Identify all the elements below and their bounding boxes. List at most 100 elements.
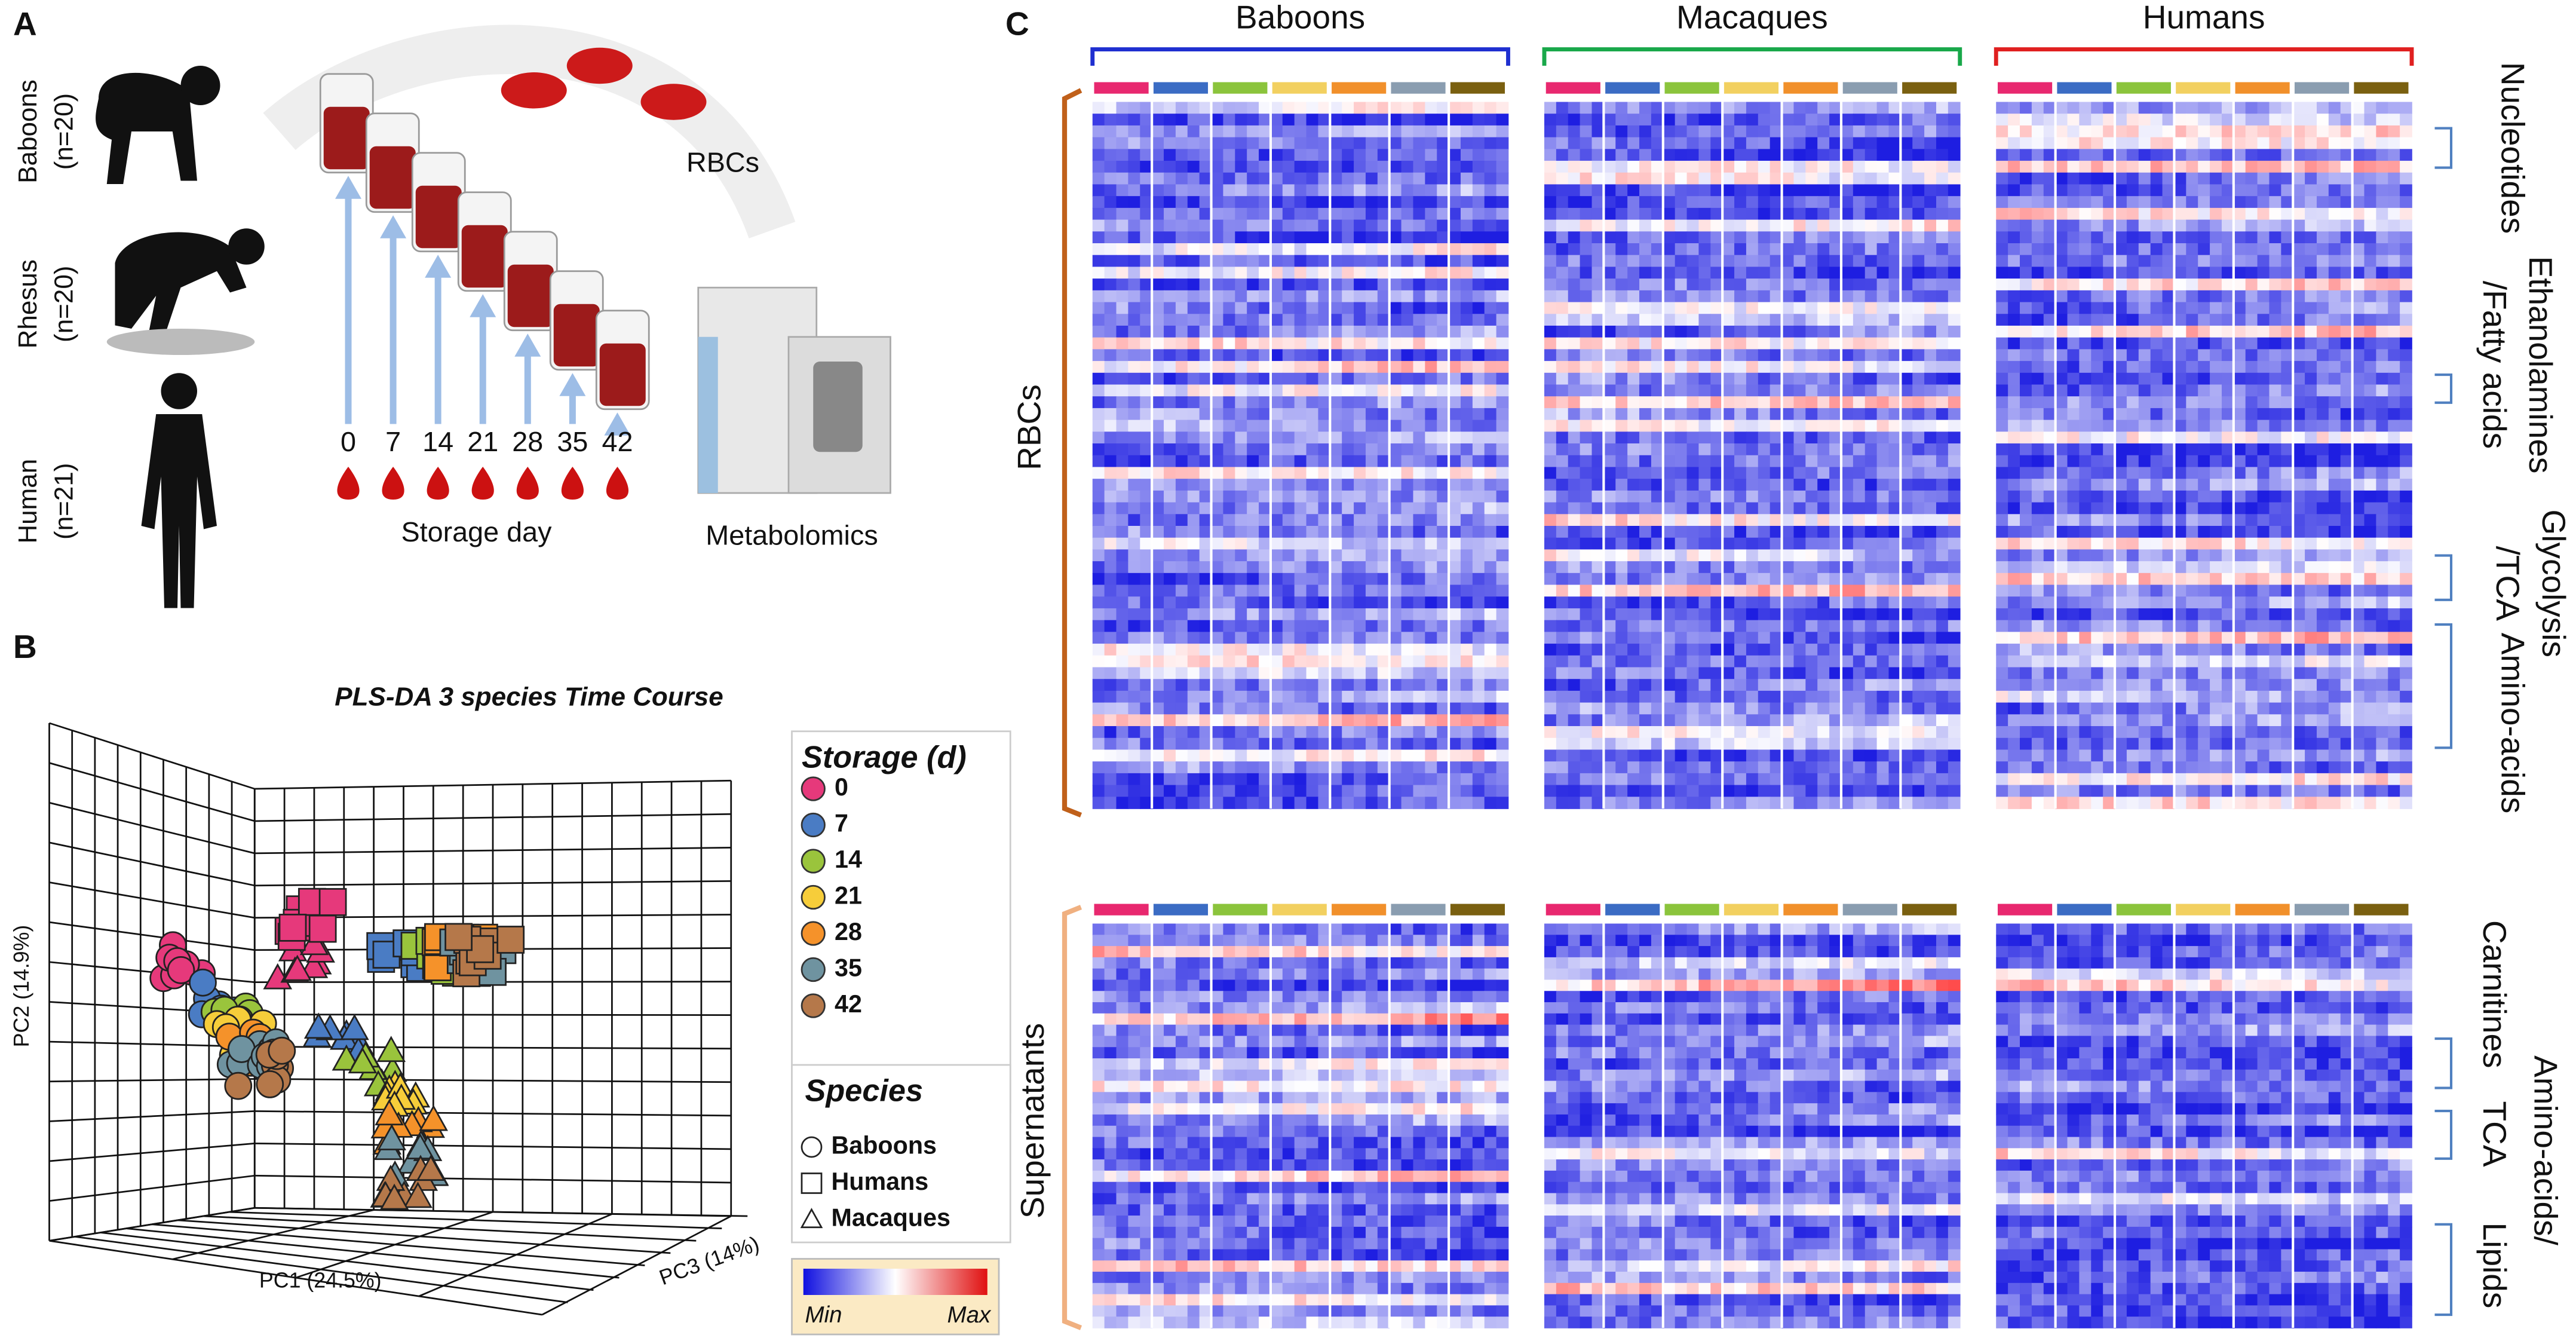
- heat-cell: [1164, 290, 1176, 303]
- heat-cell: [1627, 207, 1640, 221]
- heat-cell: [1175, 514, 1188, 526]
- heat-cell: [2305, 102, 2317, 115]
- heat-cell: [1152, 114, 1164, 126]
- heat-cell: [2115, 184, 2127, 197]
- heat-cell: [1864, 761, 1878, 774]
- heat-cell: [1948, 479, 1961, 491]
- heat-cell: [1282, 667, 1295, 680]
- heat-cell: [1152, 655, 1164, 668]
- heat-cell: [1104, 702, 1117, 715]
- heat-cell: [1449, 737, 1461, 751]
- heat-cell: [1544, 314, 1557, 326]
- heat-cell: [1603, 431, 1617, 444]
- heat-cell: [1841, 278, 1854, 291]
- heat-cell: [1496, 479, 1509, 491]
- heat-cell: [1104, 467, 1117, 479]
- heat-cell: [1781, 490, 1795, 503]
- heat-cell: [1377, 537, 1390, 550]
- heat-cell: [1746, 797, 1759, 809]
- heat-cell: [1270, 737, 1283, 751]
- heat-cell: [1199, 149, 1212, 161]
- heat-cell: [1639, 137, 1652, 150]
- heat-cell: [2115, 172, 2127, 185]
- heat-cell: [1770, 267, 1783, 279]
- heat-cell: [1449, 467, 1461, 479]
- heat-cell: [1841, 632, 1854, 644]
- heat-cell: [1365, 219, 1378, 232]
- heat-cell: [1092, 690, 1105, 703]
- heat-cell: [1793, 267, 1807, 279]
- heat-cell: [1544, 584, 1557, 598]
- heat-cell: [1781, 137, 1795, 150]
- heat-cell: [1342, 514, 1354, 526]
- heat-cell: [2020, 207, 2032, 221]
- heat-cell: [1948, 149, 1961, 161]
- heat-cell: [1912, 479, 1925, 491]
- heat-cell: [1888, 255, 1902, 268]
- heat-cell: [2328, 231, 2341, 244]
- heat-cell: [1900, 761, 1913, 774]
- heat-cell: [1924, 561, 1937, 574]
- heat-cell: [2031, 255, 2044, 268]
- heat-cell: [1318, 161, 1331, 173]
- heat-cell: [1365, 620, 1378, 633]
- heat-cell: [2245, 196, 2258, 209]
- heat-cell: [1449, 479, 1461, 491]
- heat-cell: [1164, 572, 1176, 586]
- heat-cell: [2316, 172, 2329, 185]
- heat-cell: [1651, 572, 1664, 586]
- heat-cell: [1282, 479, 1295, 491]
- heat-cell: [1282, 690, 1295, 703]
- heat-cell: [1722, 490, 1735, 503]
- heat-cell: [2400, 243, 2412, 256]
- heat-cell: [1888, 667, 1902, 680]
- heat-cell: [1936, 467, 1949, 479]
- heat-cell: [1104, 337, 1117, 350]
- heat-cell: [1793, 797, 1807, 809]
- heat-cell: [1318, 455, 1331, 468]
- heat-cell: [1627, 714, 1640, 727]
- heat-cell: [1936, 255, 1949, 268]
- heat-cell: [1425, 137, 1438, 150]
- heat-cell: [1556, 726, 1569, 739]
- heat-cell: [1282, 207, 1295, 221]
- heat-cell: [1781, 243, 1795, 256]
- grid-line: [254, 1142, 731, 1150]
- heat-cell: [1591, 526, 1605, 538]
- heat-cell: [1876, 726, 1890, 739]
- heat-cell: [1912, 761, 1925, 774]
- heat-cell: [1116, 596, 1129, 609]
- heat-cell: [1734, 396, 1747, 409]
- heat-cell: [1734, 690, 1747, 703]
- heat-cell: [1472, 137, 1485, 150]
- heat-cell: [1793, 302, 1807, 315]
- heat-cell: [1817, 408, 1830, 421]
- heat-cell: [1900, 102, 1913, 115]
- heat-cell: [2269, 219, 2282, 232]
- heat-cell: [1175, 608, 1188, 621]
- heat-cell: [1591, 396, 1605, 409]
- heat-cell: [1164, 349, 1176, 362]
- heat-cell: [1734, 302, 1747, 315]
- heat-cell: [1377, 596, 1390, 609]
- heat-cell: [1603, 325, 1617, 338]
- heat-cell: [1330, 290, 1343, 303]
- heat-cell: [1675, 384, 1688, 397]
- heat-cell: [1282, 785, 1295, 798]
- heat-cell: [1223, 172, 1236, 185]
- heat-cell: [1484, 655, 1497, 668]
- heat-cell: [1425, 797, 1438, 809]
- heat-cell: [1948, 172, 1961, 185]
- heat-cell: [1841, 137, 1854, 150]
- heat-cell: [1686, 219, 1700, 232]
- heat-cell: [1116, 702, 1129, 715]
- heat-cell: [2233, 207, 2246, 221]
- heat-cell: [1544, 278, 1557, 291]
- heat-cell: [1793, 479, 1807, 491]
- heat-cell: [1282, 797, 1295, 809]
- heat-cell: [1282, 302, 1295, 315]
- heat-cell: [1377, 255, 1390, 268]
- heat-cell: [1496, 737, 1509, 751]
- heat-cell: [1698, 314, 1712, 326]
- heat-cell: [1651, 172, 1664, 185]
